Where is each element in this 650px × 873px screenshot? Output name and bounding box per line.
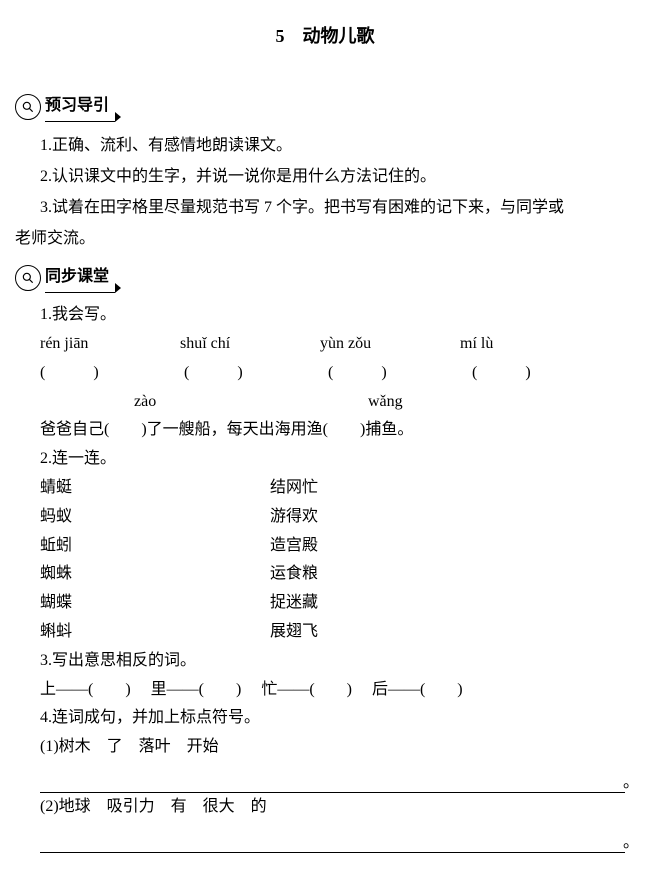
preview-item-2: 2.认识课文中的生字，并说一说你是用什么方法记住的。 (40, 163, 635, 192)
match-row: 蝴蝶捉迷藏 (40, 589, 635, 618)
q1-paren-row1: ( ) ( ) ( ) ( ) (40, 359, 635, 388)
pinyin-2: shuǐ chí (180, 330, 320, 359)
match-left: 蝌蚪 (40, 618, 270, 647)
q3-line: 上——( ) 里——( ) 忙——( ) 后——( ) (40, 676, 635, 705)
q1-title: 1.我会写。 (40, 301, 635, 330)
pinyin-4: mí lù (460, 330, 600, 359)
blank-paren[interactable]: ( ) (40, 359, 180, 388)
match-right: 造宫殿 (270, 532, 318, 561)
match-right: 运食粮 (270, 560, 318, 589)
match-left: 蜘蛛 (40, 560, 270, 589)
match-row: 蝌蚪展翅飞 (40, 618, 635, 647)
blank-paren[interactable]: ( ) (184, 359, 324, 388)
q1-sentence: 爸爸自己( )了一艘船，每天出海用渔( )捕鱼。 (40, 416, 635, 445)
page-title: 5 动物儿歌 (15, 20, 635, 52)
q4-title: 4.连词成句，并加上标点符号。 (40, 704, 635, 733)
section-class-header: 同步课堂 (15, 263, 115, 293)
match-row: 蜻蜓结网忙 (40, 474, 635, 503)
section-class-label: 同步课堂 (45, 263, 115, 293)
section-preview-label: 预习导引 (45, 92, 115, 122)
blank-paren[interactable]: ( ) (472, 359, 612, 388)
pinyin-zao: zào (134, 388, 364, 417)
match-right: 捉迷藏 (270, 589, 318, 618)
preview-item-3: 3.试着在田字格里尽量规范书写 7 个字。把书写有困难的记下来，与同学或 (40, 194, 635, 223)
preview-item-1: 1.正确、流利、有感情地朗读课文。 (40, 132, 635, 161)
blank-paren[interactable]: ( ) (328, 359, 468, 388)
q4-item-1: (1)树木 了 落叶 开始 (40, 733, 635, 762)
match-row: 蜘蛛运食粮 (40, 560, 635, 589)
match-left: 蚯蚓 (40, 532, 270, 561)
answer-blank-line[interactable] (40, 828, 625, 853)
match-right: 游得欢 (270, 503, 318, 532)
q1-pinyin-row1: rén jiān shuǐ chí yùn zǒu mí lù (40, 330, 635, 359)
pinyin-3: yùn zǒu (320, 330, 460, 359)
pinyin-wang: wǎng (368, 393, 403, 410)
pinyin-1: rén jiān (40, 330, 180, 359)
match-row: 蚂蚁游得欢 (40, 503, 635, 532)
section-preview-header: 预习导引 (15, 92, 115, 122)
match-left: 蜻蜓 (40, 474, 270, 503)
match-left: 蚂蚁 (40, 503, 270, 532)
magnifier-icon (15, 94, 41, 120)
match-right: 展翅飞 (270, 618, 318, 647)
q2-title: 2.连一连。 (40, 445, 635, 474)
match-left: 蝴蝶 (40, 589, 270, 618)
q1-pinyin-row2: zào wǎng (40, 388, 635, 417)
q3-title: 3.写出意思相反的词。 (40, 647, 635, 676)
answer-blank-line[interactable] (40, 768, 625, 793)
magnifier-icon (15, 265, 41, 291)
match-right: 结网忙 (270, 474, 318, 503)
match-row: 蚯蚓造宫殿 (40, 532, 635, 561)
q4-item-2: (2)地球 吸引力 有 很大 的 (40, 793, 635, 822)
preview-item-3-cont: 老师交流。 (15, 225, 635, 254)
